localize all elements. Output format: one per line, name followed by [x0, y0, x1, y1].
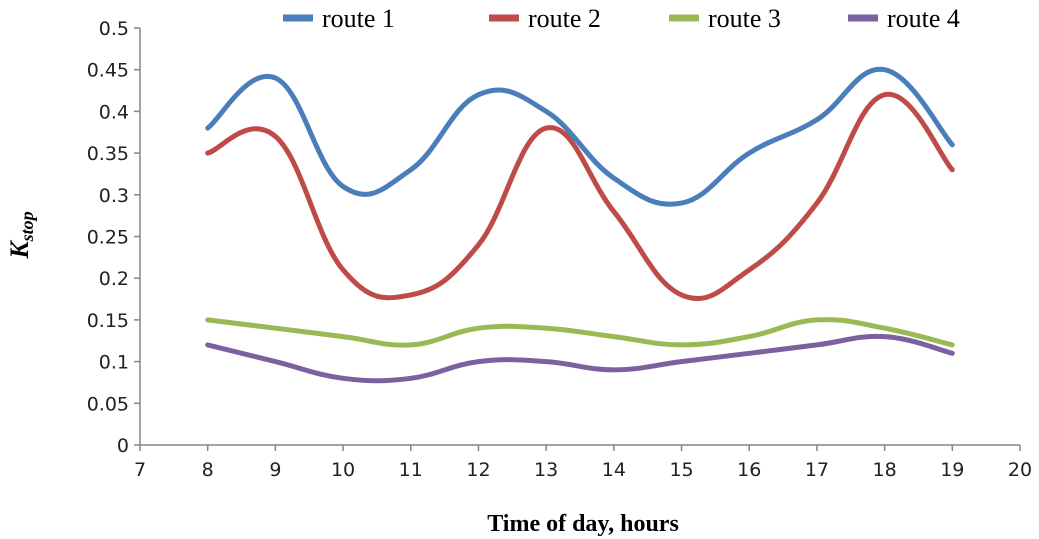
y-tick-label: 0.4 — [99, 101, 129, 123]
x-tick-label: 13 — [534, 459, 558, 481]
y-tick-label: 0.3 — [99, 185, 129, 207]
y-axis-title: Kstop — [5, 211, 37, 259]
y-tick-label: 0.15 — [87, 310, 129, 332]
series-line-route-2 — [205, 92, 955, 302]
x-tick-label: 12 — [466, 459, 490, 481]
y-axis-title-subscript: stop — [17, 211, 37, 242]
legend-label-route-4: route 4 — [887, 4, 960, 33]
x-tick-label: 9 — [269, 459, 281, 481]
x-tick-label: 18 — [873, 459, 897, 481]
x-tick-label: 10 — [331, 459, 355, 481]
x-tick-label: 16 — [737, 459, 761, 481]
x-tick-label: 14 — [602, 459, 626, 481]
legend-label-route-3: route 3 — [708, 4, 781, 33]
y-tick-label: 0.1 — [99, 352, 129, 374]
legend-label-route-1: route 1 — [322, 4, 395, 33]
series-line-route-3 — [205, 317, 955, 348]
y-axis: 0 0.05 0.1 0.15 0.2 0.25 0.3 0.35 0.4 0.45 0.5 — [87, 18, 141, 457]
y-tick-label: 0.45 — [87, 60, 129, 82]
legend-label-route-2: route 2 — [528, 4, 601, 33]
x-tick-label: 20 — [1008, 459, 1032, 481]
x-tick-label: 8 — [202, 459, 214, 481]
y-tick-label: 0 — [117, 435, 129, 457]
y-tick-label: 0.05 — [87, 393, 129, 415]
x-tick-label: 7 — [134, 459, 146, 481]
x-axis: 7 8 9 10 11 12 13 14 15 16 17 18 19 20 — [134, 444, 1032, 481]
y-tick-label: 0.2 — [99, 268, 129, 290]
x-tick-label: 19 — [940, 459, 964, 481]
x-tick-label: 17 — [805, 459, 829, 481]
y-tick-label: 0.35 — [87, 143, 129, 165]
series-line-route-4 — [205, 333, 955, 384]
x-axis-title: Time of day, hours — [487, 511, 679, 537]
series-line-route-1 — [205, 66, 955, 207]
x-tick-label: 11 — [399, 459, 423, 481]
y-tick-label: 0.25 — [87, 227, 129, 249]
y-tick-label: 0.5 — [99, 18, 129, 40]
x-tick-label: 15 — [669, 459, 693, 481]
legend: route 1 route 2 route 3 route 4 — [283, 4, 960, 33]
series-lines — [205, 66, 955, 384]
y-axis-title-main: K — [5, 240, 34, 260]
